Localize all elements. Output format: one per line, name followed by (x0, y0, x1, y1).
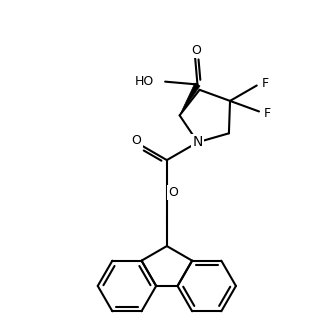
Text: N: N (193, 135, 203, 149)
Text: HO: HO (135, 75, 154, 88)
Polygon shape (180, 83, 200, 115)
Text: O: O (132, 134, 142, 147)
Text: F: F (261, 77, 268, 90)
Text: O: O (168, 186, 178, 199)
Text: F: F (264, 107, 271, 119)
Text: O: O (192, 44, 202, 57)
